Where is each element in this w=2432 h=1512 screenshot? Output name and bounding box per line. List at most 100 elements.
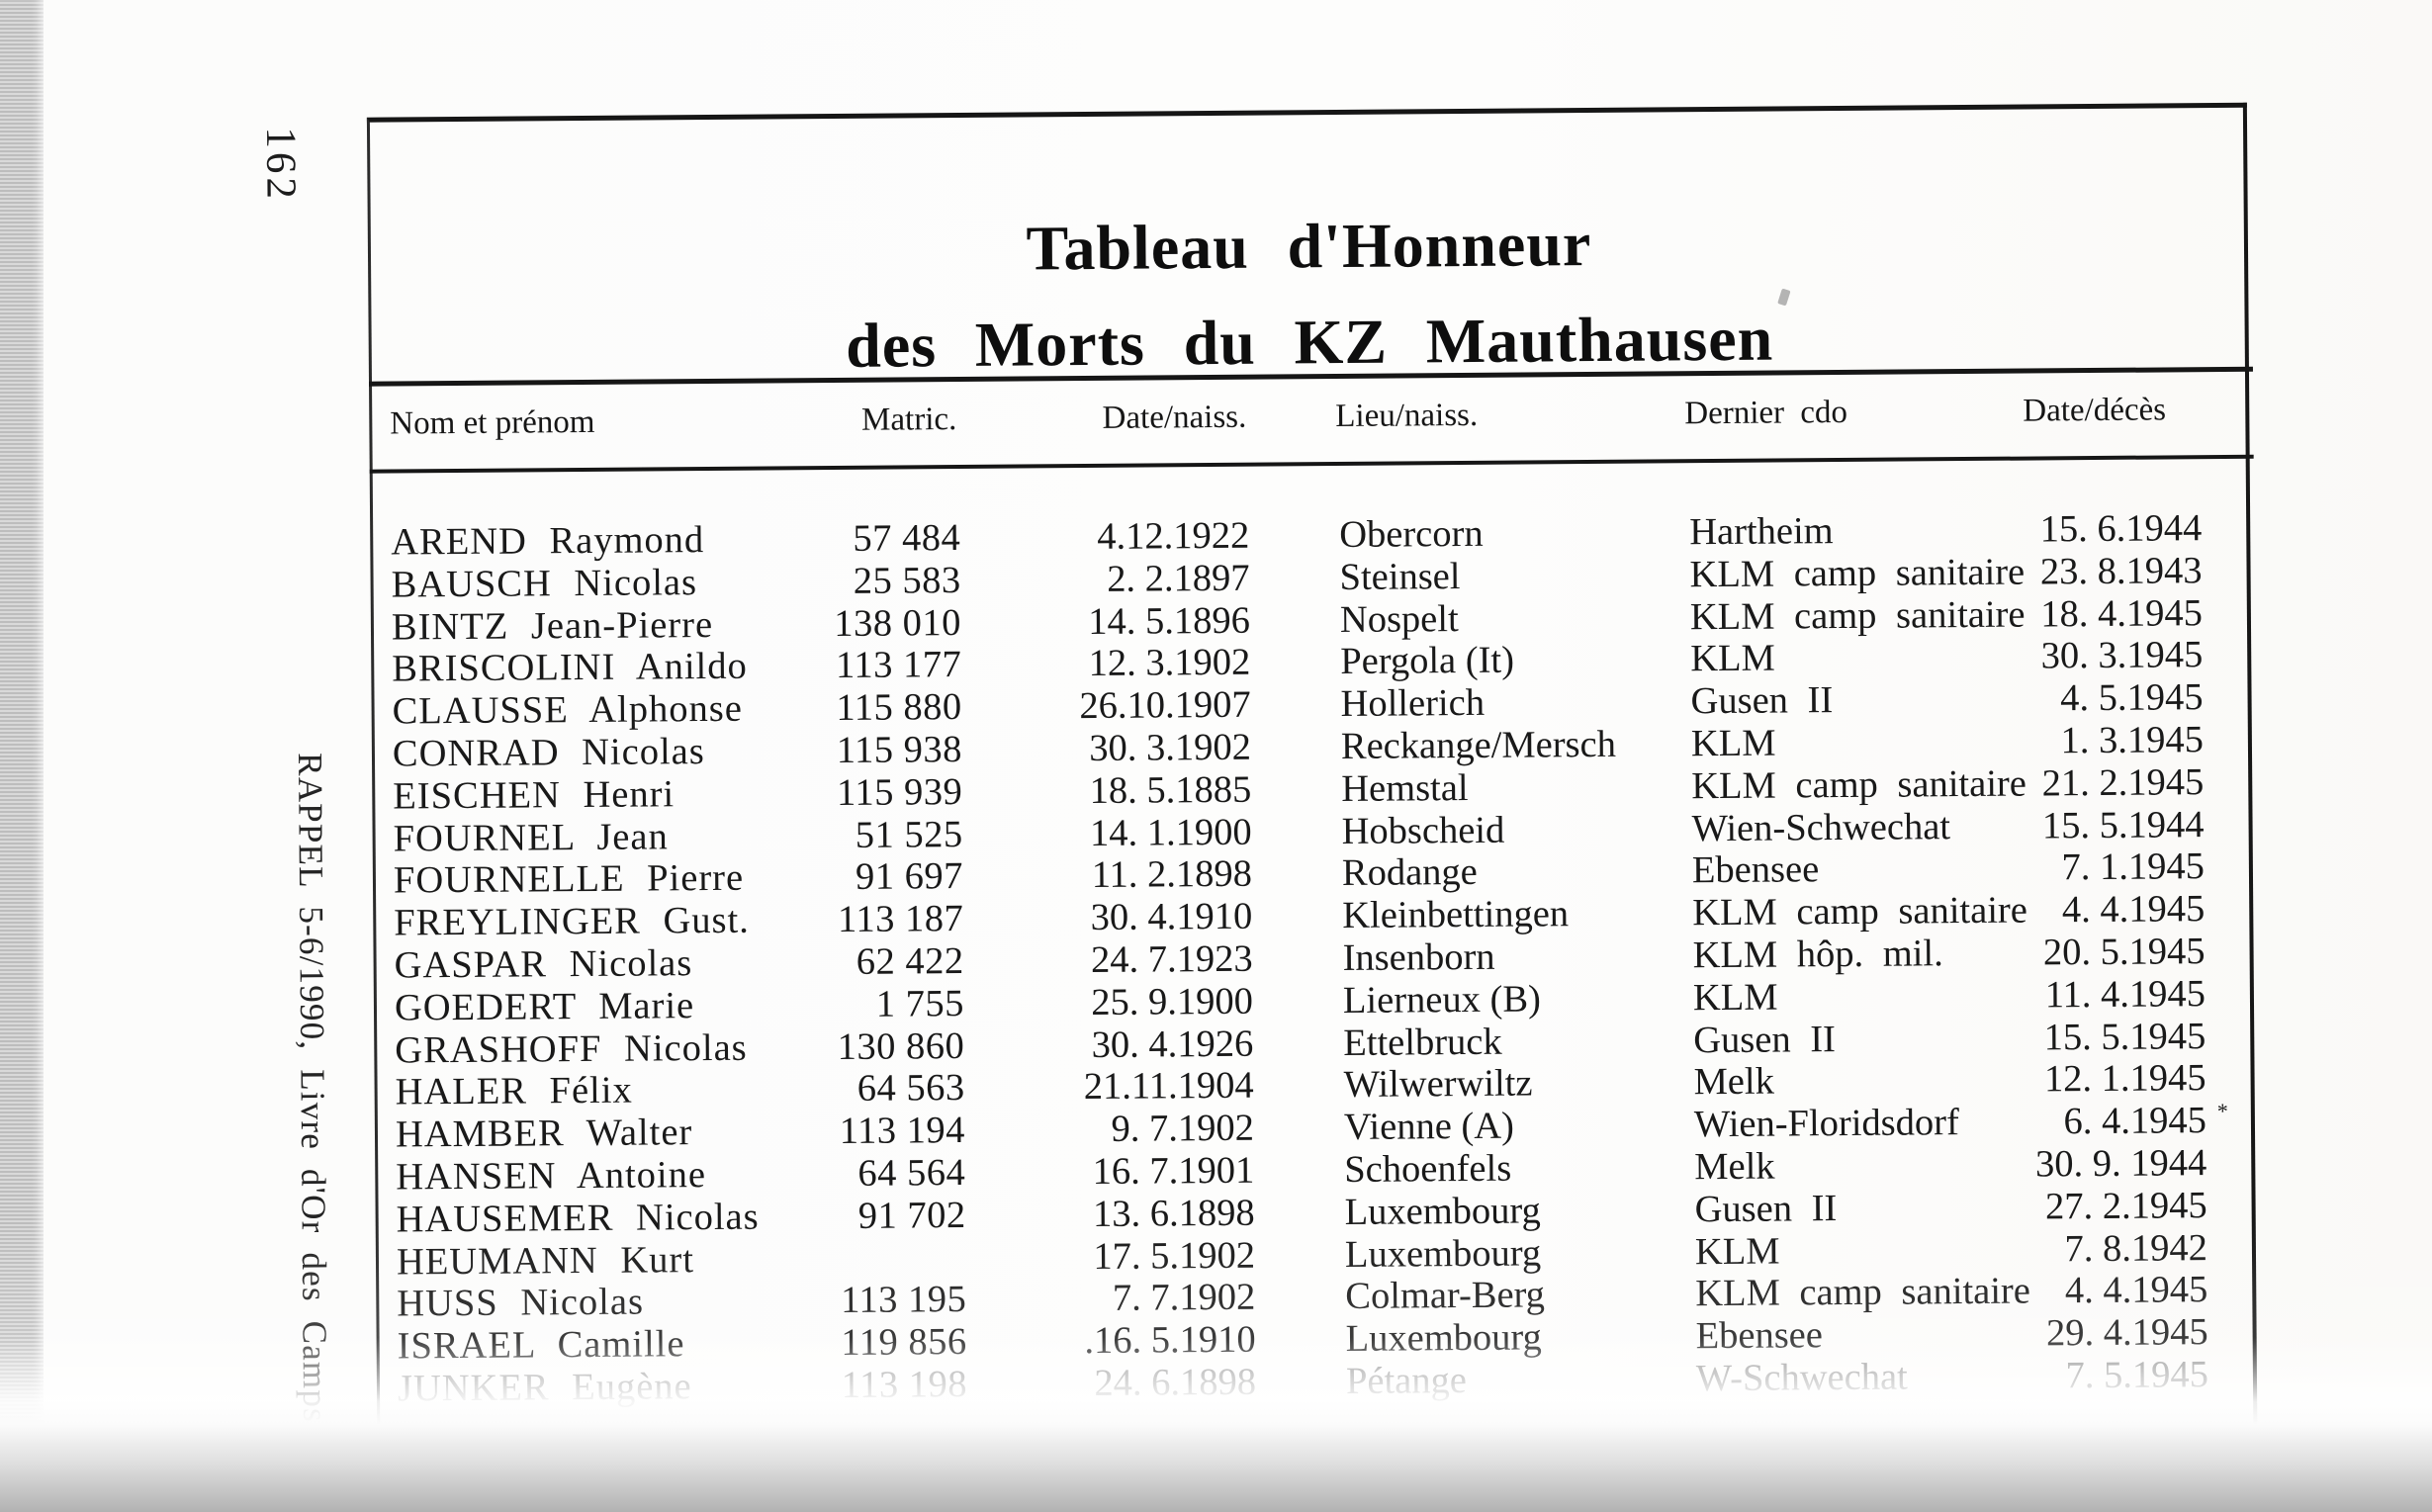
cell-last-cdo: Wien-Floridsdorf bbox=[1693, 1102, 1960, 1146]
death-date-text: 29. 4.1945 bbox=[2045, 1311, 2208, 1355]
cell-birthplace: Wilwerwiltz bbox=[1343, 1062, 1533, 1107]
cell-birthdate: 21.11.1904 bbox=[1083, 1065, 1254, 1109]
cell-last-cdo: KLM bbox=[1690, 722, 1776, 765]
cell-deathdate: 7. 1.1945 bbox=[1964, 846, 2205, 891]
cell-last-cdo: Hartheim bbox=[1689, 510, 1834, 554]
cell-deathdate: 4. 5.1945 bbox=[1962, 676, 2204, 721]
cell-name: HANSEN Antoine bbox=[396, 1154, 707, 1199]
cell-deathdate: 21. 2.1945 bbox=[1963, 761, 2204, 806]
cell-last-cdo: Melk bbox=[1694, 1145, 1775, 1189]
cell-last-cdo: Gusen II bbox=[1693, 1018, 1837, 1061]
cell-name: EISCHEN Henri bbox=[393, 773, 676, 818]
cell-birthplace: Insenborn bbox=[1342, 935, 1495, 979]
cell-deathdate: 15. 5.1945 bbox=[1965, 1016, 2206, 1060]
cell-deathdate: 30. 9. 1944 bbox=[1966, 1142, 2207, 1187]
column-header-birthdate: Date/naiss. bbox=[1102, 399, 1247, 436]
cell-last-cdo: Melk bbox=[1693, 1060, 1775, 1104]
cell-matric: 115 938 bbox=[836, 728, 963, 771]
cell-name: ISRAEL Camille bbox=[397, 1323, 685, 1368]
death-date-text: 23. 8.1943 bbox=[2039, 549, 2203, 593]
death-date-text: 11. 4.1945 bbox=[2044, 972, 2207, 1017]
cell-birthplace: Vienne (A) bbox=[1343, 1105, 1515, 1149]
cell-birthplace: Schoenfels bbox=[1344, 1147, 1512, 1191]
cell-birthdate: 17. 5.1902 bbox=[1093, 1234, 1256, 1278]
cell-name: GASPAR Nicolas bbox=[394, 942, 693, 987]
cell-birthplace: Obercorn bbox=[1339, 512, 1484, 557]
cell-birthdate: 25. 9.1900 bbox=[1091, 980, 1254, 1023]
cell-deathdate: 27. 2.1945 bbox=[1966, 1185, 2207, 1229]
cell-matric: 64 564 bbox=[857, 1151, 966, 1195]
cell-matric: 1 755 bbox=[875, 982, 965, 1025]
column-header-name: Nom et prénom bbox=[390, 403, 595, 442]
page-number: 162 bbox=[256, 127, 305, 204]
death-date-text: 15. 6.1944 bbox=[2039, 507, 2203, 551]
cell-matric: 138 010 bbox=[834, 601, 962, 645]
cell-birthplace: Hollerich bbox=[1340, 682, 1486, 726]
cell-deathdate: 20. 5.1945 bbox=[1964, 931, 2206, 975]
cell-birthplace: Luxembourg bbox=[1345, 1316, 1542, 1361]
cell-birthdate: 26.10.1907 bbox=[1079, 683, 1251, 728]
cell-matric: 113 198 bbox=[841, 1363, 968, 1406]
cell-birthdate: 2. 2.1897 bbox=[1107, 557, 1250, 600]
cell-deathdate: 30. 3.1945 bbox=[1962, 635, 2203, 679]
death-date-text: 1. 3.1945 bbox=[2060, 719, 2205, 762]
cell-deathdate: 12. 1.1945 bbox=[1965, 1058, 2207, 1103]
death-date-text: 7. 8.1942 bbox=[2064, 1226, 2208, 1270]
cell-matric: 119 856 bbox=[841, 1321, 967, 1365]
death-date-text: 30. 9. 1944 bbox=[2034, 1142, 2207, 1186]
cell-last-cdo: KLM hôp. mil. bbox=[1692, 933, 1943, 977]
cell-birthplace: Ettelbruck bbox=[1343, 1021, 1502, 1064]
column-header-birthplace: Lieu/naiss. bbox=[1335, 397, 1479, 435]
death-date-text: 20. 5.1945 bbox=[2042, 931, 2206, 974]
cell-deathdate: 6. 4.1945 * bbox=[1966, 1099, 2228, 1144]
honor-roll-rows: AREND Raymond 57 484 4.12.1922 Obercorn … bbox=[0, 505, 2432, 1413]
cell-name: JUNKER Eugène bbox=[397, 1366, 692, 1410]
cell-name: BAUSCH Nicolas bbox=[391, 561, 698, 606]
table-title-line1: Tableau d'Honneur bbox=[1026, 209, 1592, 284]
cell-last-cdo: KLM bbox=[1694, 1230, 1780, 1273]
column-header-deathdate: Date/décès bbox=[2023, 392, 2167, 429]
death-date-text: 4. 5.1945 bbox=[2060, 676, 2204, 720]
cell-birthplace: Kleinbettingen bbox=[1342, 893, 1570, 937]
cell-birthdate: 13. 6.1898 bbox=[1092, 1192, 1255, 1235]
cell-deathdate: 4. 4.1945 bbox=[1967, 1269, 2208, 1313]
cell-birthplace: Reckange/Mersch bbox=[1340, 723, 1617, 767]
cell-birthdate: 18. 5.1885 bbox=[1089, 768, 1252, 812]
cell-birthdate: 30. 4.1910 bbox=[1090, 895, 1253, 939]
cell-last-cdo: W-Schwechat bbox=[1695, 1356, 1908, 1400]
cell-birthdate: 4.12.1922 bbox=[1097, 514, 1250, 558]
cell-birthdate: .16. 5.1910 bbox=[1084, 1318, 1256, 1363]
cell-matric: 130 860 bbox=[837, 1024, 965, 1068]
cell-matric: 115 939 bbox=[836, 770, 963, 814]
cell-deathdate: 7. 5.1945 bbox=[1968, 1354, 2208, 1398]
cell-birthdate: 7. 7.1902 bbox=[1112, 1277, 1256, 1320]
death-date-text: 21. 2.1945 bbox=[2041, 760, 2205, 805]
cell-last-cdo: Wien-Schwechat bbox=[1691, 805, 1951, 849]
cell-last-cdo: KLM bbox=[1692, 976, 1778, 1019]
death-note-asterisk: * bbox=[2216, 1099, 2228, 1124]
cell-birthdate: 30. 4.1926 bbox=[1091, 1023, 1254, 1066]
cell-matric: 25 583 bbox=[853, 559, 961, 602]
death-date-text: 18. 4.1945 bbox=[2040, 591, 2204, 636]
death-date-text: 30. 3.1945 bbox=[2040, 634, 2204, 677]
cell-birthdate: 14. 1.1900 bbox=[1089, 811, 1252, 854]
cell-name: AREND Raymond bbox=[391, 519, 705, 564]
cell-birthdate: 14. 5.1896 bbox=[1088, 599, 1251, 643]
cell-deathdate: 15. 5.1944 bbox=[1963, 804, 2205, 848]
cell-name: FOURNELLE Pierre bbox=[393, 857, 745, 902]
cell-deathdate: 11. 4.1945 bbox=[1965, 972, 2207, 1018]
cell-matric: 115 880 bbox=[836, 686, 962, 730]
cell-matric: 113 187 bbox=[837, 898, 964, 941]
cell-birthplace: Nospelt bbox=[1339, 597, 1459, 641]
cell-last-cdo: Gusen II bbox=[1694, 1187, 1838, 1230]
death-date-text: 15. 5.1945 bbox=[2043, 1015, 2207, 1058]
cell-deathdate: 29. 4.1945 bbox=[1967, 1311, 2208, 1356]
cell-matric: 91 697 bbox=[855, 855, 964, 899]
table-title: Tableau d'Honneur des Morts du KZ Mautha… bbox=[370, 191, 2249, 398]
cell-name: GOEDERT Marie bbox=[394, 984, 695, 1029]
cell-deathdate: 4. 4.1945 bbox=[1964, 888, 2206, 933]
cell-birthplace: Steinsel bbox=[1339, 555, 1461, 598]
cell-matric: 113 177 bbox=[835, 644, 962, 687]
